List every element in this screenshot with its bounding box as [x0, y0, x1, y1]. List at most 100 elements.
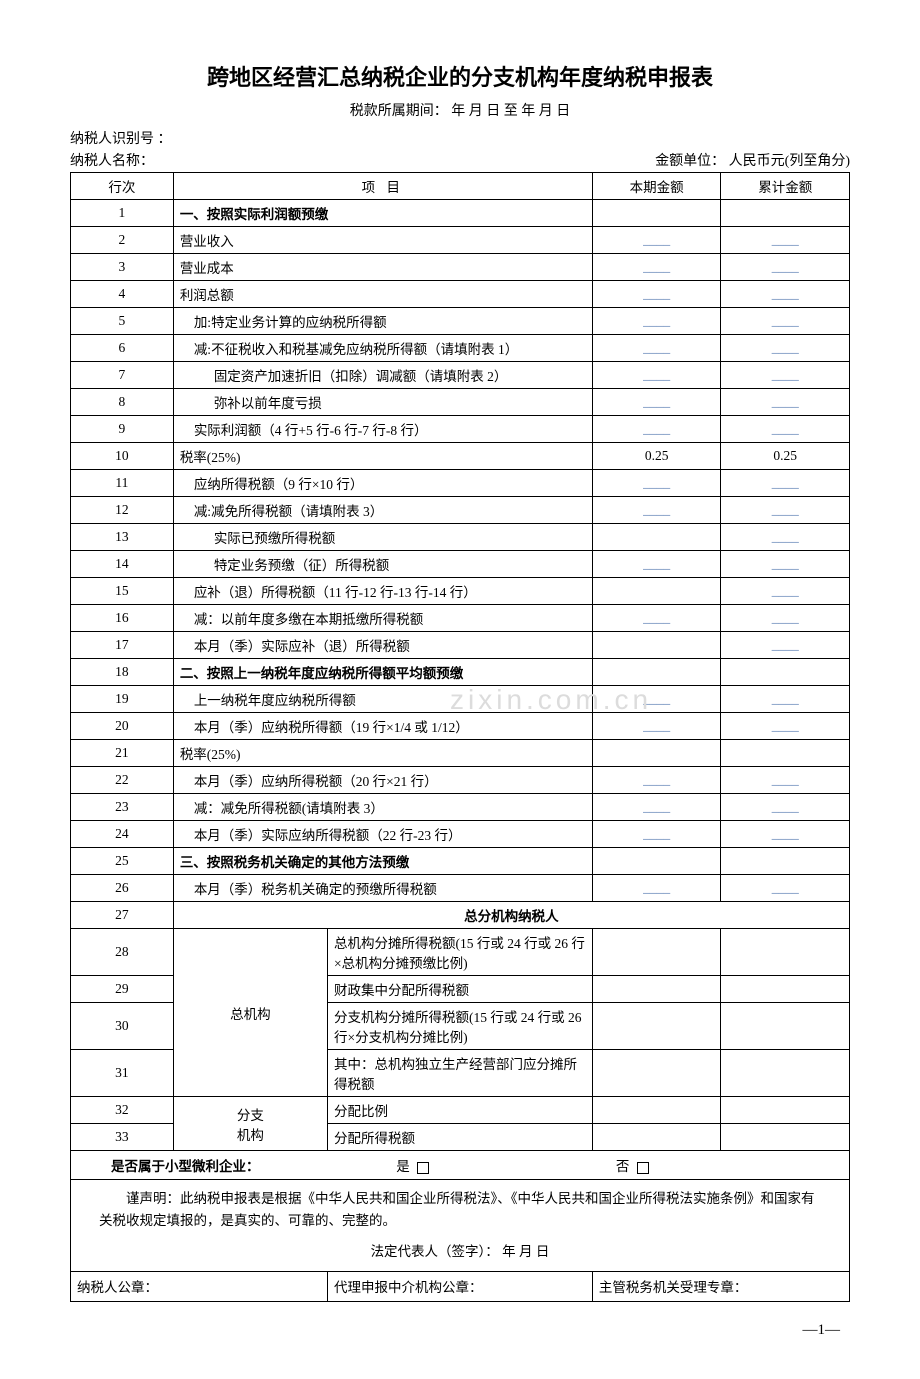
- rownum-cell: 14: [71, 551, 174, 578]
- cumulative-amount-cell: ____: [721, 821, 850, 848]
- current-amount-cell: ____: [592, 470, 721, 497]
- head-org-label: 总机构: [173, 929, 327, 1097]
- cumulative-amount-cell: ____: [721, 497, 850, 524]
- rownum-33: 33: [71, 1124, 174, 1151]
- table-row: 14特定业务预缴（征）所得税额________: [71, 551, 850, 578]
- table-row: 4利润总额________: [71, 281, 850, 308]
- rownum-cell: 6: [71, 335, 174, 362]
- current-amount-cell: ____: [592, 821, 721, 848]
- item-cell: 加:特定业务计算的应纳税所得额: [173, 308, 592, 335]
- item-cell: 本月（季）应纳税所得额（19 行×1/4 或 1/12）: [173, 713, 592, 740]
- cumulative-amount-cell: ____: [721, 254, 850, 281]
- current-amount-cell: ____: [592, 713, 721, 740]
- cumulative-amount-cell: ____: [721, 227, 850, 254]
- seal-tax-authority: 主管税务机关受理专章：: [592, 1271, 849, 1301]
- taxpayer-id-label: 纳税人识别号 ：: [70, 128, 172, 148]
- seal-taxpayer: 纳税人公章：: [71, 1271, 328, 1301]
- current-amount-cell: ____: [592, 416, 721, 443]
- current-amount-cell: ____: [592, 551, 721, 578]
- cumulative-amount-cell: ____: [721, 470, 850, 497]
- current-amount-cell: ____: [592, 362, 721, 389]
- current-amount-cell: ____: [592, 308, 721, 335]
- rownum-cell: 8: [71, 389, 174, 416]
- table-row: 13实际已预缴所得税额____: [71, 524, 850, 551]
- item-cell: 减:不征税收入和税基减免应纳税所得额（请填附表 1）: [173, 335, 592, 362]
- row29-item: 财政集中分配所得税额: [328, 976, 593, 1003]
- tax-period-label: 税款所属期间： 年 月 日 至 年 月 日: [70, 100, 850, 120]
- current-amount-cell: ____: [592, 254, 721, 281]
- table-row: 26本月（季）税务机关确定的预缴所得税额________: [71, 875, 850, 902]
- rownum-cell: 25: [71, 848, 174, 875]
- current-amount-cell: ____: [592, 281, 721, 308]
- row31-current: [592, 1050, 721, 1097]
- item-cell: 税率(25%): [173, 443, 592, 470]
- current-amount-cell: [592, 524, 721, 551]
- cumulative-amount-cell: ____: [721, 524, 850, 551]
- rownum-cell: 7: [71, 362, 174, 389]
- current-amount-cell: [592, 632, 721, 659]
- current-amount-cell: ____: [592, 389, 721, 416]
- row30-current: [592, 1003, 721, 1050]
- cumulative-amount-cell: ____: [721, 578, 850, 605]
- current-amount-cell: 0.25: [592, 443, 721, 470]
- rownum-27: 27: [71, 902, 174, 929]
- table-row: 2营业收入________: [71, 227, 850, 254]
- cumulative-amount-cell: ____: [721, 713, 850, 740]
- rownum-cell: 11: [71, 470, 174, 497]
- rownum-cell: 17: [71, 632, 174, 659]
- table-row: 22本月（季）应纳所得税额（20 行×21 行）________: [71, 767, 850, 794]
- checkbox-yes[interactable]: [417, 1162, 429, 1174]
- rownum-cell: 24: [71, 821, 174, 848]
- cumulative-amount-cell: ____: [721, 794, 850, 821]
- cumulative-amount-cell: 0.25: [721, 443, 850, 470]
- item-cell: 应纳所得税额（9 行×10 行）: [173, 470, 592, 497]
- header-current: 本期金额: [592, 173, 721, 200]
- item-cell: 本月（季）税务机关确定的预缴所得税额: [173, 875, 592, 902]
- table-row: 23减：减免所得税额(请填附表 3）________: [71, 794, 850, 821]
- small-enterprise-row: 是否属于小型微利企业： 是 否: [71, 1151, 850, 1180]
- small-enterprise-no: 否: [616, 1159, 630, 1174]
- row31-item: 其中：总机构独立生产经营部门应分摊所得税额: [328, 1050, 593, 1097]
- current-amount-cell: ____: [592, 875, 721, 902]
- small-enterprise-yes: 是: [396, 1159, 410, 1174]
- current-amount-cell: ____: [592, 497, 721, 524]
- rownum-32: 32: [71, 1097, 174, 1124]
- item-cell: 本月（季）应纳所得税额（20 行×21 行）: [173, 767, 592, 794]
- item-cell: 减：以前年度多缴在本期抵缴所得税额: [173, 605, 592, 632]
- cumulative-amount-cell: [721, 848, 850, 875]
- cumulative-amount-cell: ____: [721, 389, 850, 416]
- row32-cumulative: [721, 1097, 850, 1124]
- row28-cumulative: [721, 929, 850, 976]
- cumulative-amount-cell: ____: [721, 875, 850, 902]
- header-cumulative: 累计金额: [721, 173, 850, 200]
- row-27: 27 总分机构纳税人: [71, 902, 850, 929]
- checkbox-no[interactable]: [637, 1162, 649, 1174]
- row30-cumulative: [721, 1003, 850, 1050]
- rownum-cell: 12: [71, 497, 174, 524]
- table-row: 19上一纳税年度应纳税所得额________: [71, 686, 850, 713]
- rownum-cell: 2: [71, 227, 174, 254]
- cumulative-amount-cell: ____: [721, 416, 850, 443]
- rownum-29: 29: [71, 976, 174, 1003]
- table-row: 9实际利润额（4 行+5 行-6 行-7 行-8 行）________: [71, 416, 850, 443]
- item-cell: 实际利润额（4 行+5 行-6 行-7 行-8 行）: [173, 416, 592, 443]
- table-row: 20本月（季）应纳税所得额（19 行×1/4 或 1/12）________: [71, 713, 850, 740]
- item-cell: 减：减免所得税额(请填附表 3）: [173, 794, 592, 821]
- header-item: 项 目: [173, 173, 592, 200]
- table-row: 6减:不征税收入和税基减免应纳税所得额（请填附表 1）________: [71, 335, 850, 362]
- table-row: 17本月（季）实际应补（退）所得税额____: [71, 632, 850, 659]
- current-amount-cell: ____: [592, 335, 721, 362]
- rownum-31: 31: [71, 1050, 174, 1097]
- table-row: 12减:减免所得税额（请填附表 3）________: [71, 497, 850, 524]
- current-amount-cell: [592, 578, 721, 605]
- table-row: 16减：以前年度多缴在本期抵缴所得税额________: [71, 605, 850, 632]
- row31-cumulative: [721, 1050, 850, 1097]
- item-cell: 利润总额: [173, 281, 592, 308]
- item-cell: 一、按照实际利润额预缴: [173, 200, 592, 227]
- table-row: 18二、按照上一纳税年度应纳税所得额平均额预缴: [71, 659, 850, 686]
- row29-cumulative: [721, 976, 850, 1003]
- rownum-cell: 18: [71, 659, 174, 686]
- rownum-cell: 4: [71, 281, 174, 308]
- cumulative-amount-cell: ____: [721, 335, 850, 362]
- item-cell: 本月（季）实际应补（退）所得税额: [173, 632, 592, 659]
